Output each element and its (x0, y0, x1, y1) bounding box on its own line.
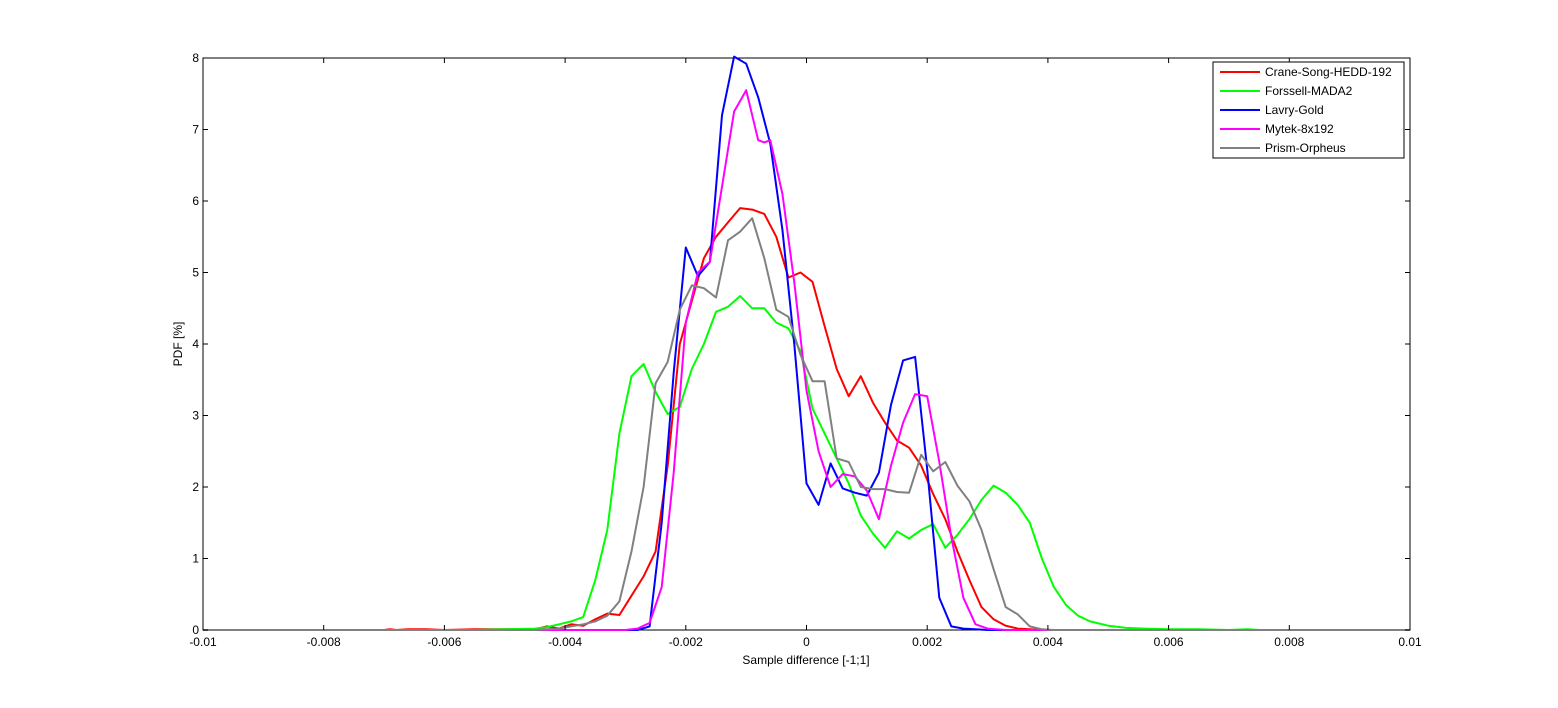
legend: Crane-Song-HEDD-192 Forssell-MADA2 Lavry-G… (1212, 61, 1405, 159)
y-tick-label: 6 (192, 194, 199, 208)
legend-entry-label: Crane-Song-HEDD-192 (1265, 65, 1392, 79)
y-tick-label: 1 (192, 552, 199, 566)
y-axis-label: PDF [%] (171, 322, 185, 367)
x-axis-label: Sample difference [-1;1] (742, 653, 869, 667)
y-tick-label: 2 (192, 480, 199, 494)
legend-entry-label: Mytek-8x192 (1265, 122, 1334, 136)
y-tick-label: 3 (192, 409, 199, 423)
x-tick-label: 0.002 (912, 635, 942, 649)
x-tick-label: -0.008 (307, 635, 341, 649)
x-axis-ticks: -0.01 -0.008 -0.006 -0.004 -0.002 0 0.002 0.004… (189, 58, 1422, 649)
series-layer (203, 55, 1410, 631)
x-tick-label: -0.004 (548, 635, 582, 649)
series-line-2 (203, 55, 1410, 631)
series-line-3 (203, 89, 1410, 631)
y-tick-label: 4 (192, 337, 199, 351)
legend-entry-label: Forssell-MADA2 (1265, 84, 1353, 98)
y-tick-label: 5 (192, 266, 199, 280)
y-tick-label: 0 (192, 623, 199, 637)
y-tick-label: 7 (192, 123, 199, 137)
x-tick-label: -0.01 (189, 635, 217, 649)
y-tick-label: 8 (192, 51, 199, 65)
series-line-1 (203, 295, 1410, 631)
legend-entry-label: Prism-Orpheus (1265, 141, 1346, 155)
x-tick-label: 0.008 (1274, 635, 1304, 649)
axes-background (202, 57, 1411, 631)
x-tick-label: 0.004 (1033, 635, 1063, 649)
series-line-4 (203, 217, 1410, 631)
x-tick-label: -0.006 (427, 635, 461, 649)
x-tick-label: 0.006 (1154, 635, 1184, 649)
x-tick-label: 0 (803, 635, 810, 649)
legend-entry-label: Lavry-Gold (1265, 103, 1324, 117)
x-tick-label: 0.01 (1398, 635, 1422, 649)
y-axis-ticks: 0 1 2 3 4 5 6 7 8 (192, 51, 1410, 637)
x-tick-label: -0.002 (669, 635, 703, 649)
